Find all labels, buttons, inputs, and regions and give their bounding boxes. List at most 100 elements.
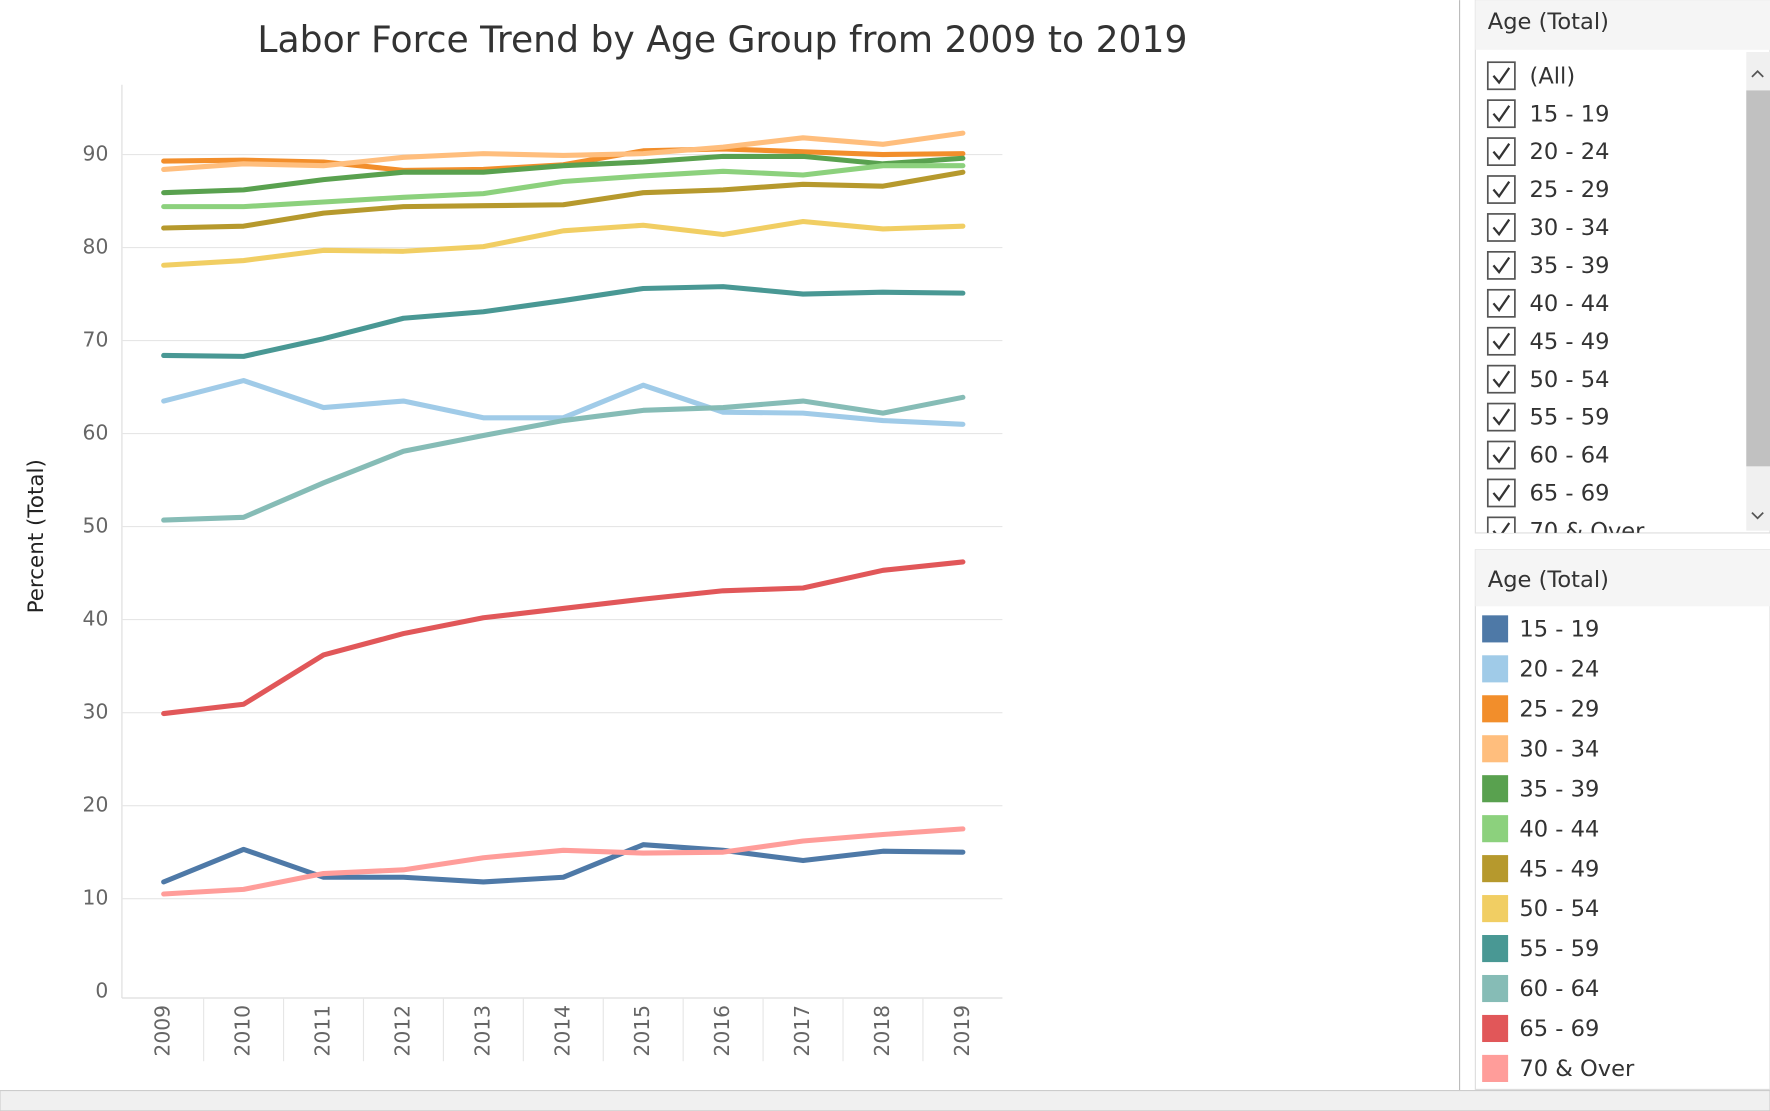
legend-swatch (1482, 1014, 1509, 1043)
checkmark (1492, 294, 1511, 312)
series-line (161, 284, 966, 359)
checkbox[interactable] (1486, 326, 1516, 356)
checkbox[interactable] (1486, 99, 1516, 129)
legend-swatch (1482, 735, 1509, 763)
checkbox[interactable] (1486, 440, 1516, 470)
series-line (161, 153, 966, 196)
checkmark (1492, 408, 1511, 426)
legend-swatch (1482, 775, 1509, 803)
filter-item[interactable]: (All) (1530, 63, 1576, 89)
y-tick-label: 40 (83, 607, 109, 631)
filter-header (1475, 0, 1770, 50)
filter-item[interactable]: 30 - 34 (1530, 215, 1610, 241)
legend-panel (1474, 549, 1770, 1090)
legend-swatch (1482, 935, 1509, 963)
checkmark (1492, 522, 1511, 533)
filter-item[interactable]: 35 - 39 (1530, 253, 1610, 279)
x-tick-label: 2015 (630, 1005, 654, 1057)
checkmark (1492, 484, 1511, 502)
x-tick-label: 2016 (710, 1005, 734, 1057)
checkmark (1492, 332, 1511, 350)
checkbox[interactable] (1486, 213, 1516, 242)
legend-swatch (1482, 1054, 1509, 1082)
legend-label: 70 & Over (1519, 1056, 1635, 1082)
series-line (161, 559, 966, 717)
checkbox[interactable] (1486, 250, 1516, 280)
filter-item[interactable]: 15 - 19 (1530, 101, 1610, 127)
x-tick-label: 2010 (231, 1005, 255, 1057)
checkmark (1492, 370, 1511, 388)
chart-title: Labor Force Trend by Age Group from 2009… (257, 18, 1187, 61)
legend-label: 40 - 44 (1519, 816, 1599, 842)
y-tick-label: 10 (83, 886, 109, 910)
filter-title: Age (Total) (1488, 9, 1609, 35)
checkmark (1492, 180, 1511, 199)
legend-label: 45 - 49 (1519, 856, 1599, 882)
filter-item[interactable]: 70 & Over (1530, 519, 1646, 545)
checkbox[interactable] (1486, 478, 1516, 508)
legend-label: 65 - 69 (1519, 1016, 1599, 1042)
x-tick-label: 2014 (550, 1005, 574, 1057)
series-line (161, 842, 966, 885)
checkbox[interactable] (1486, 364, 1516, 394)
legend-label: 15 - 19 (1519, 617, 1599, 643)
checkbox[interactable] (1486, 402, 1516, 432)
filter-item[interactable]: 45 - 49 (1530, 329, 1610, 355)
x-tick-label: 2019 (950, 1005, 974, 1057)
y-tick-label: 80 (83, 235, 109, 259)
y-tick-label: 70 (83, 328, 109, 352)
y-tick-label: 50 (83, 514, 109, 538)
scrollbar-thumb[interactable] (1746, 90, 1770, 467)
tab-bar (0, 1089, 1770, 1111)
checkbox[interactable] (1486, 516, 1516, 544)
legend-label: 35 - 39 (1519, 776, 1599, 802)
series-line (161, 218, 966, 268)
filter-item[interactable]: 25 - 29 (1530, 177, 1610, 203)
series-line (161, 130, 966, 172)
checkmark (1492, 143, 1511, 161)
legend-label: 50 - 54 (1519, 896, 1599, 922)
filter-item[interactable]: 65 - 69 (1530, 481, 1610, 507)
checkbox[interactable] (1486, 137, 1516, 166)
filter-item[interactable]: 40 - 44 (1530, 291, 1610, 317)
y-tick-label: 90 (83, 142, 109, 166)
legend-title: Age (Total) (1488, 567, 1609, 593)
series-line (161, 826, 966, 897)
scroll-down[interactable] (1751, 512, 1764, 520)
checkmark (1492, 105, 1511, 123)
x-tick-label: 2012 (390, 1005, 414, 1057)
y-tick-label: 30 (83, 700, 109, 724)
checkmark (1492, 256, 1511, 275)
legend-swatch (1482, 895, 1509, 923)
filter-item[interactable]: 60 - 64 (1530, 443, 1610, 469)
legend-label: 20 - 24 (1519, 656, 1599, 682)
checkbox[interactable] (1486, 61, 1516, 91)
legend-swatch (1482, 974, 1509, 1003)
x-tick-label: 2011 (311, 1005, 335, 1057)
checkbox[interactable] (1486, 288, 1516, 318)
legend-label: 30 - 34 (1519, 736, 1599, 762)
filter-panel (1474, 0, 1770, 534)
checkmark (1492, 218, 1511, 237)
legend-swatch (1482, 815, 1509, 843)
x-tick-label: 2017 (790, 1005, 814, 1057)
series-line (161, 378, 966, 427)
legend-swatch (1482, 695, 1509, 723)
x-tick-label: 2013 (470, 1005, 494, 1057)
filter-item[interactable]: 20 - 24 (1530, 139, 1610, 165)
y-axis-label: Percent (Total) (24, 459, 49, 613)
y-tick-label: 60 (83, 421, 109, 445)
legend-swatch (1482, 855, 1509, 883)
checkmark (1492, 446, 1511, 464)
checkbox[interactable] (1486, 175, 1516, 204)
series-line (161, 163, 966, 210)
y-tick-label: 0 (95, 979, 108, 1003)
legend-label: 60 - 64 (1519, 976, 1599, 1002)
legend-swatch (1482, 615, 1509, 643)
scroll-up[interactable] (1751, 70, 1764, 78)
filter-item[interactable]: 55 - 59 (1530, 405, 1610, 431)
filter-item[interactable]: 50 - 54 (1530, 367, 1610, 393)
series-line (161, 394, 966, 523)
